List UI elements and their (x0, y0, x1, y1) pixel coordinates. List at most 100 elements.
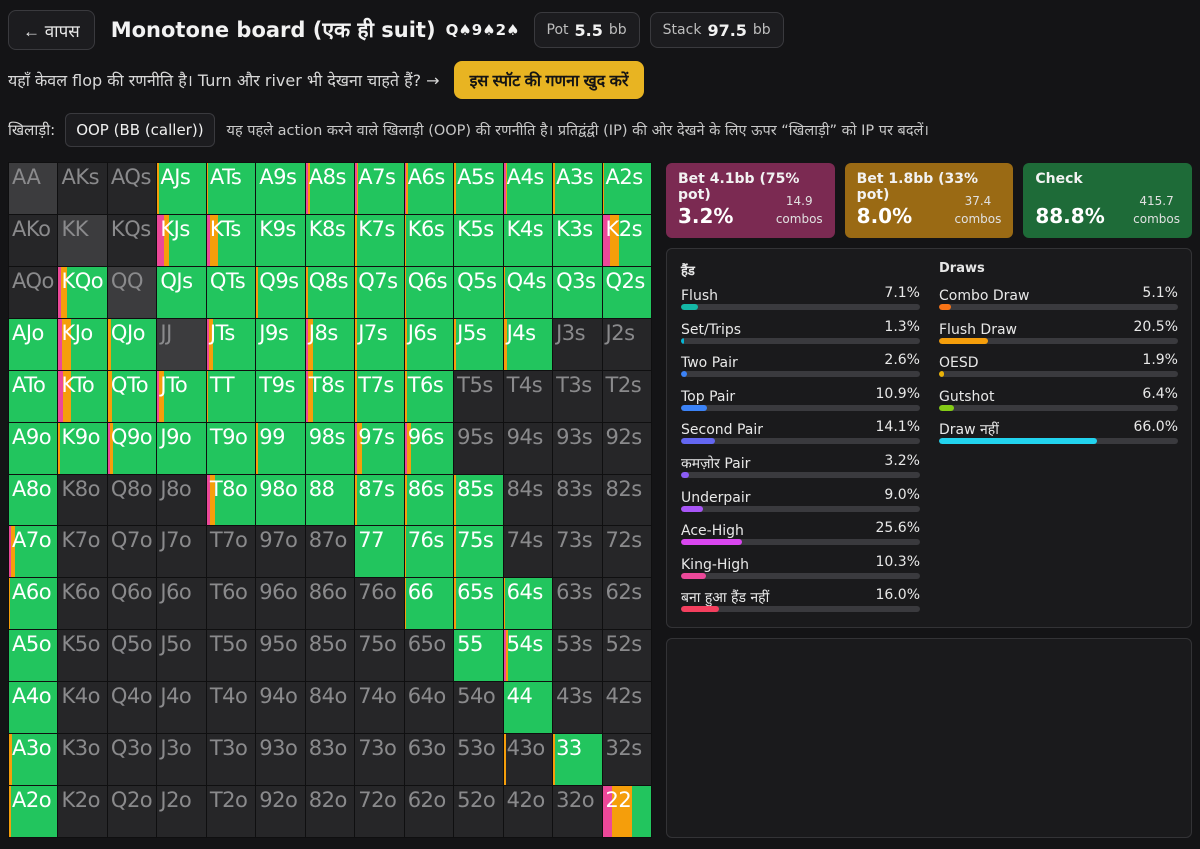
range-cell[interactable]: Q6s (404, 266, 454, 318)
range-cell[interactable]: A8o (9, 474, 58, 526)
range-cell[interactable]: 83o (305, 734, 355, 786)
range-cell[interactable]: KQo (58, 266, 107, 318)
range-cell[interactable]: 32s (602, 734, 651, 786)
range-cell[interactable]: Q3s (553, 266, 602, 318)
range-cell[interactable]: J9s (256, 318, 305, 370)
range-cell[interactable]: JTs (206, 318, 256, 370)
range-cell[interactable]: K4s (503, 214, 553, 266)
range-cell[interactable]: A3s (553, 163, 602, 214)
range-cell[interactable]: J4s (503, 318, 553, 370)
range-cell[interactable]: QJs (157, 266, 206, 318)
range-cell[interactable]: A3o (9, 734, 58, 786)
range-cell[interactable]: A4o (9, 682, 58, 734)
range-cell[interactable]: 54o (454, 682, 503, 734)
range-cell[interactable]: 65o (404, 630, 454, 682)
range-cell[interactable]: 93s (553, 422, 602, 474)
range-cell[interactable]: 74o (355, 682, 404, 734)
range-cell[interactable]: KTs (206, 214, 256, 266)
range-cell[interactable]: 77 (355, 526, 404, 578)
action-card[interactable]: Bet 4.1bb (75% pot) 3.2% 14.9 combos (666, 163, 835, 238)
range-cell[interactable]: A8s (305, 163, 355, 214)
range-cell[interactable]: 85o (305, 630, 355, 682)
range-cell[interactable]: A2o (9, 786, 58, 837)
range-cell[interactable]: JTo (157, 370, 206, 422)
range-cell[interactable]: T9s (256, 370, 305, 422)
range-cell[interactable]: 72s (602, 526, 651, 578)
range-cell[interactable]: 62o (404, 786, 454, 837)
back-button[interactable]: ← वापस (8, 10, 95, 50)
range-cell[interactable]: T2s (602, 370, 651, 422)
range-cell[interactable]: 64s (503, 578, 553, 630)
range-cell[interactable]: T6s (404, 370, 454, 422)
range-cell[interactable]: J6s (404, 318, 454, 370)
range-cell[interactable]: AKs (58, 163, 107, 214)
range-cell[interactable]: 75o (355, 630, 404, 682)
range-cell[interactable]: 96o (256, 578, 305, 630)
range-cell[interactable]: T9o (206, 422, 256, 474)
range-cell[interactable]: 98s (305, 422, 355, 474)
range-cell[interactable]: K5o (58, 630, 107, 682)
range-cell[interactable]: 63s (553, 578, 602, 630)
range-cell[interactable]: T3s (553, 370, 602, 422)
range-cell[interactable]: A7o (9, 526, 58, 578)
range-cell[interactable]: K7o (58, 526, 107, 578)
range-cell[interactable]: KJs (157, 214, 206, 266)
range-cell[interactable]: 52s (602, 630, 651, 682)
range-cell[interactable]: J4o (157, 682, 206, 734)
range-cell[interactable]: Q7o (107, 526, 157, 578)
range-cell[interactable]: A5o (9, 630, 58, 682)
range-cell[interactable]: A9s (256, 163, 305, 214)
range-cell[interactable]: 86o (305, 578, 355, 630)
range-cell[interactable]: 84s (503, 474, 553, 526)
range-cell[interactable]: 94o (256, 682, 305, 734)
range-cell[interactable]: A2s (602, 163, 651, 214)
range-cell[interactable]: K3s (553, 214, 602, 266)
range-cell[interactable]: J7o (157, 526, 206, 578)
range-cell[interactable]: 43o (503, 734, 553, 786)
range-cell[interactable]: KJo (58, 318, 107, 370)
range-cell[interactable]: ATo (9, 370, 58, 422)
range-cell[interactable]: 32o (553, 786, 602, 837)
range-cell[interactable]: QTs (206, 266, 256, 318)
range-cell[interactable]: KK (58, 214, 107, 266)
range-cell[interactable]: 42o (503, 786, 553, 837)
range-cell[interactable]: J2o (157, 786, 206, 837)
range-cell[interactable]: AJo (9, 318, 58, 370)
range-cell[interactable]: AQo (9, 266, 58, 318)
range-cell[interactable]: K3o (58, 734, 107, 786)
range-cell[interactable]: 86s (404, 474, 454, 526)
range-cell[interactable]: K8o (58, 474, 107, 526)
range-cell[interactable]: 75s (454, 526, 503, 578)
range-cell[interactable]: 97o (256, 526, 305, 578)
range-cell[interactable]: Q5o (107, 630, 157, 682)
range-cell[interactable]: Q4s (503, 266, 553, 318)
range-cell[interactable]: 92s (602, 422, 651, 474)
player-select[interactable]: OOP (BB (caller)) (65, 113, 215, 147)
range-cell[interactable]: 64o (404, 682, 454, 734)
range-cell[interactable]: TT (206, 370, 256, 422)
range-cell[interactable]: J3o (157, 734, 206, 786)
range-cell[interactable]: 65s (454, 578, 503, 630)
range-cell[interactable]: 95s (454, 422, 503, 474)
range-cell[interactable]: ATs (206, 163, 256, 214)
range-cell[interactable]: 53o (454, 734, 503, 786)
range-cell[interactable]: J5o (157, 630, 206, 682)
range-cell[interactable]: AA (9, 163, 58, 214)
range-cell[interactable]: 97s (355, 422, 404, 474)
range-cell[interactable]: T2o (206, 786, 256, 837)
range-cell[interactable]: T4o (206, 682, 256, 734)
range-cell[interactable]: 93o (256, 734, 305, 786)
range-cell[interactable]: 73o (355, 734, 404, 786)
range-cell[interactable]: T4s (503, 370, 553, 422)
range-cell[interactable]: J8o (157, 474, 206, 526)
range-cell[interactable]: Q6o (107, 578, 157, 630)
range-cell[interactable]: 52o (454, 786, 503, 837)
range-cell[interactable]: J5s (454, 318, 503, 370)
range-cell[interactable]: A9o (9, 422, 58, 474)
range-cell[interactable]: 92o (256, 786, 305, 837)
range-cell[interactable]: K5s (454, 214, 503, 266)
range-cell[interactable]: 84o (305, 682, 355, 734)
range-cell[interactable]: A7s (355, 163, 404, 214)
compute-spot-button[interactable]: इस स्पॉट की गणना खुद करें (453, 61, 645, 99)
range-cell[interactable]: AKo (9, 214, 58, 266)
